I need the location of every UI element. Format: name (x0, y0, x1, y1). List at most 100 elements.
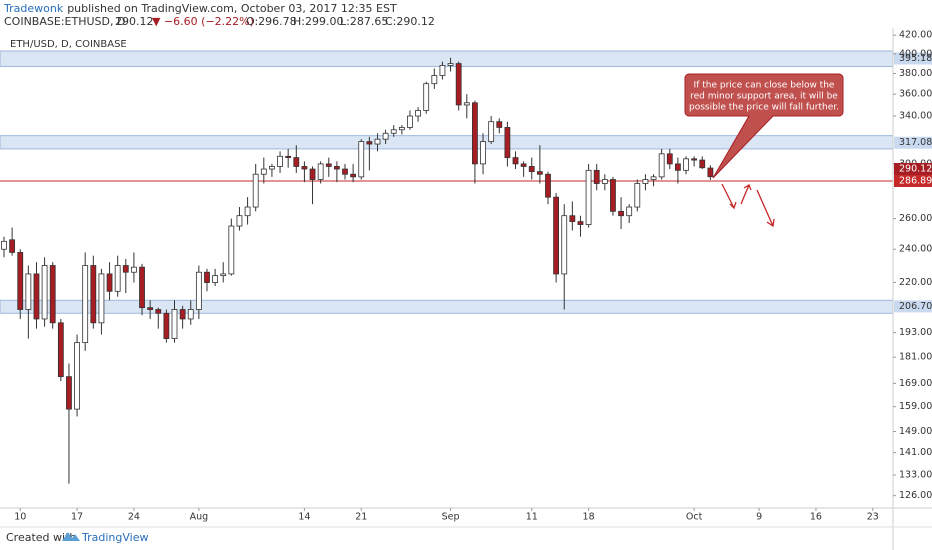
candle (610, 176, 616, 216)
candle (691, 156, 698, 167)
candle (236, 207, 243, 231)
candle-body (569, 215, 576, 222)
y-tick-label: 159.00 (899, 401, 932, 412)
footer-brand[interactable]: TradingView (81, 531, 148, 544)
candle-body (691, 158, 698, 161)
candle-body (601, 179, 608, 184)
candle-body (82, 265, 89, 344)
candle (74, 334, 80, 417)
candle (472, 100, 478, 184)
candle-body (488, 121, 495, 143)
candle (528, 157, 535, 180)
candle (674, 157, 681, 184)
x-tick-label: 9 (756, 512, 762, 523)
y-tick-label: 169.00 (899, 378, 932, 389)
y-tick-label: 380.00 (899, 68, 932, 79)
candle (106, 262, 113, 301)
zone-price-label: 317.08 (899, 137, 932, 148)
candle (98, 268, 105, 335)
candle-body (439, 65, 446, 76)
candle (683, 156, 689, 175)
candle (407, 110, 413, 130)
candle (707, 165, 714, 180)
candle-body (114, 265, 121, 292)
candle-body (618, 210, 624, 217)
candle-body (536, 171, 543, 175)
candle (204, 268, 210, 292)
candle-body (520, 163, 527, 167)
candle (41, 257, 48, 327)
candle-body (293, 157, 300, 167)
candle-body (699, 159, 706, 169)
candle-body (423, 83, 430, 111)
candle (131, 252, 137, 283)
candle (561, 204, 568, 310)
symbol: COINBASE:ETHUSD, D (4, 15, 125, 28)
candle (545, 171, 551, 205)
candle-body (236, 215, 243, 227)
candle (25, 265, 32, 339)
candle-body (683, 158, 689, 171)
candle-body (707, 167, 714, 178)
candle (269, 163, 275, 177)
candle (342, 163, 348, 180)
zone-price-tag (894, 300, 932, 313)
candle-body (171, 309, 178, 339)
y-tick-label: 260.00 (899, 213, 932, 224)
price: 290.12 (115, 15, 154, 28)
candle-body (244, 206, 251, 217)
candle-body (431, 75, 438, 85)
plot-area (0, 50, 894, 484)
candle (601, 174, 608, 191)
y-tick-label: 420.00 (899, 30, 932, 41)
change: ▼ −6.60 (−2.22%) (152, 15, 254, 28)
candle-body (333, 166, 340, 170)
candle-body (252, 173, 259, 208)
candle-body (415, 110, 421, 117)
candle-body (553, 196, 560, 275)
y-tick-label: 141.00 (899, 447, 932, 458)
candle-body (220, 273, 227, 277)
candle (1, 236, 7, 258)
zone (0, 135, 894, 150)
ohlc-high: H:299.00 (293, 15, 343, 28)
x-tick-label: 14 (298, 512, 310, 523)
arrow-down (756, 189, 775, 228)
candle (553, 193, 560, 283)
zone-price-tag (894, 136, 932, 149)
x-tick-label: Sep (442, 512, 460, 523)
x-tick-label: 21 (355, 512, 367, 523)
candle (293, 145, 300, 173)
ohlc-low: L:287.65 (340, 15, 388, 28)
candle-body (593, 169, 600, 184)
candle-body (642, 179, 649, 184)
candle-body (147, 307, 154, 310)
candle-body (528, 166, 535, 173)
candle-body (41, 265, 48, 320)
candle-body (342, 168, 348, 175)
candle (155, 307, 162, 329)
candle (455, 61, 462, 111)
y-tick-label: 193.00 (899, 327, 932, 338)
candle-body (350, 173, 357, 178)
candle-body (455, 63, 462, 106)
candle (114, 255, 121, 297)
candle-body (9, 239, 16, 253)
candle (520, 161, 527, 177)
annotation: If the price can close below the red min… (684, 73, 844, 179)
candle (57, 318, 64, 382)
published: published on TradingView.com, October 03… (67, 2, 397, 15)
candle-body (57, 322, 64, 378)
candle-body (25, 273, 32, 310)
x-tick-label: 18 (583, 512, 595, 523)
annotation-line: If the price can close below the (694, 81, 835, 91)
candle-body (139, 266, 145, 309)
candle-body (674, 163, 681, 171)
candle (228, 218, 235, 276)
author[interactable]: Tradewonk (3, 2, 64, 15)
zone-price-tag (894, 52, 932, 65)
candle (33, 262, 40, 329)
ohlc-open: O:296.78 (246, 15, 297, 28)
x-tick-label: Aug (190, 512, 209, 523)
